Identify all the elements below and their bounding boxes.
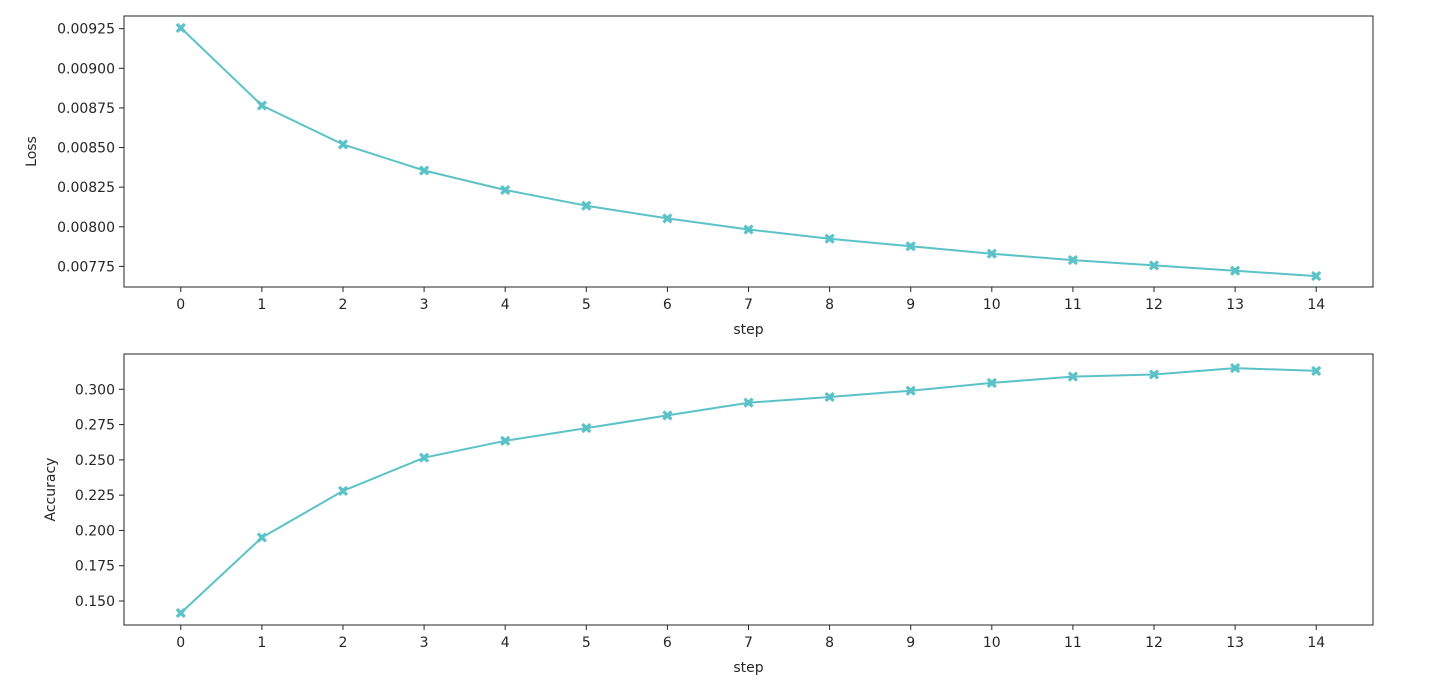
loss-data-point: [581, 200, 592, 211]
loss-data-point: [1311, 271, 1322, 282]
loss-x-tick-label: 12: [1145, 297, 1163, 313]
accuracy-x-tick-label: 1: [257, 635, 266, 651]
accuracy-y-axis-label: Accuracy: [43, 458, 59, 522]
accuracy-axes-frame: [123, 353, 1374, 626]
loss-data-point: [1067, 255, 1078, 266]
accuracy-x-tick-label: 10: [983, 635, 1001, 651]
loss-y-tick-label: 0.00900: [57, 61, 115, 77]
accuracy-x-tick-label: 3: [420, 635, 429, 651]
accuracy-data-point: [1067, 371, 1078, 382]
accuracy-x-tick-label: 13: [1226, 635, 1244, 651]
loss-y-tick-label: 0.00800: [57, 220, 115, 236]
loss-data-point: [1148, 260, 1160, 271]
loss-data-point: [905, 241, 916, 252]
loss-data-point: [175, 22, 186, 33]
accuracy-data-point: [175, 607, 186, 619]
loss-data-point: [337, 139, 349, 150]
loss-x-tick-label: 4: [501, 297, 510, 313]
accuracy-x-tick-label: 5: [582, 635, 591, 651]
loss-x-tick-label: 13: [1226, 297, 1244, 313]
loss-data-point: [1230, 265, 1241, 276]
accuracy-data-point: [419, 452, 430, 463]
accuracy-x-tick-label: 2: [339, 635, 348, 651]
loss-data-point: [256, 100, 267, 111]
loss-data-point: [500, 184, 511, 196]
accuracy-y-tick-label: 0.175: [75, 559, 115, 575]
loss-data-point: [986, 248, 997, 259]
accuracy-x-tick-label: 8: [825, 635, 834, 651]
accuracy-data-point: [581, 423, 592, 434]
loss-data-point: [662, 213, 673, 224]
loss-data-point: [743, 224, 754, 235]
accuracy-data-point: [905, 385, 916, 396]
loss-y-axis-label: Loss: [24, 136, 40, 167]
loss-x-tick-label: 9: [906, 297, 915, 313]
loss-x-tick-label: 1: [257, 297, 266, 313]
accuracy-data-point: [662, 410, 673, 421]
loss-data-point: [824, 233, 835, 244]
accuracy-chart: 0 1 2 3 4 5 6 7 8 9 10 11 12 13 140.1500.1750.2000.225…: [43, 353, 1374, 676]
accuracy-x-tick-label: 11: [1064, 635, 1082, 651]
accuracy-x-tick-label: 9: [906, 635, 915, 651]
accuracy-y-tick-label: 0.250: [75, 453, 115, 469]
accuracy-data-point: [500, 435, 511, 446]
loss-chart: 0 1 2 3 4 5 6 7 8 9 10 11 12 13 140.007750.008000.0082…: [24, 15, 1374, 338]
accuracy-y-tick-label: 0.300: [75, 382, 115, 398]
accuracy-x-tick-label: 6: [663, 635, 672, 651]
accuracy-data-point: [824, 391, 835, 403]
accuracy-data-point: [256, 532, 267, 543]
loss-axes-frame: [123, 15, 1374, 288]
loss-x-tick-label: 0: [176, 297, 185, 313]
accuracy-y-tick-label: 0.150: [75, 594, 115, 610]
loss-data-point: [419, 165, 430, 176]
loss-x-tick-label: 8: [825, 297, 834, 313]
loss-x-tick-label: 7: [744, 297, 753, 313]
accuracy-x-tick-label: 0: [176, 635, 185, 651]
loss-x-tick-label: 14: [1307, 297, 1325, 313]
loss-y-tick-label: 0.00825: [57, 180, 115, 196]
accuracy-x-tick-label: 7: [744, 635, 753, 651]
accuracy-data-point: [1311, 365, 1322, 376]
accuracy-y-tick-label: 0.200: [75, 523, 115, 539]
accuracy-data-point: [1148, 369, 1160, 380]
accuracy-y-tick-label: 0.275: [75, 418, 115, 434]
accuracy-data-point: [1230, 363, 1241, 374]
accuracy-y-tick-label: 0.225: [75, 488, 115, 504]
loss-y-tick-label: 0.00850: [57, 141, 115, 157]
loss-x-tick-label: 6: [663, 297, 672, 313]
loss-x-axis-label: step: [733, 322, 763, 338]
loss-x-tick-label: 2: [339, 297, 348, 313]
accuracy-x-axis-label: step: [733, 660, 763, 676]
loss-x-tick-label: 5: [582, 297, 591, 313]
accuracy-x-tick-label: 14: [1307, 635, 1325, 651]
loss-series-line: [180, 27, 1317, 278]
accuracy-data-point: [743, 397, 754, 408]
loss-y-tick-label: 0.00875: [57, 101, 115, 117]
accuracy-x-tick-label: 4: [501, 635, 510, 651]
loss-y-tick-label: 0.00775: [57, 259, 115, 275]
loss-y-tick-label: 0.00925: [57, 22, 115, 38]
loss-x-tick-label: 3: [420, 297, 429, 313]
accuracy-data-point: [337, 485, 349, 496]
accuracy-x-tick-label: 12: [1145, 635, 1163, 651]
loss-x-tick-label: 11: [1064, 297, 1082, 313]
loss-x-tick-label: 10: [983, 297, 1001, 313]
accuracy-data-point: [986, 377, 997, 388]
